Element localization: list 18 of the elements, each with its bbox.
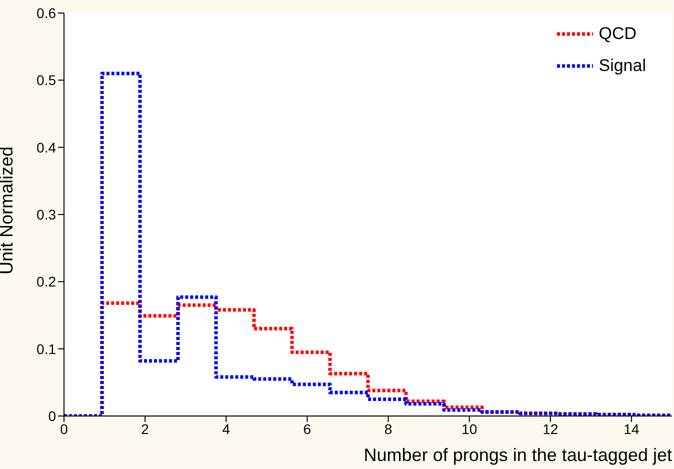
x-tick-label: 10 xyxy=(462,420,478,437)
y-tick-label: 0.4 xyxy=(36,139,56,156)
legend-label: QCD xyxy=(598,24,637,44)
x-tick-label: 2 xyxy=(141,420,150,437)
x-tick-label: 0 xyxy=(60,420,68,437)
y-tick-label: 0.6 xyxy=(36,4,56,21)
x-axis-title: Number of prongs in the tau-tagged jet xyxy=(364,445,672,465)
x-tick-label: 8 xyxy=(384,420,392,437)
y-tick-label: 0.2 xyxy=(36,274,56,290)
y-tick-label: 0.1 xyxy=(36,340,56,357)
legend-label: Signal xyxy=(598,56,646,76)
x-tick-label: 14 xyxy=(624,420,640,437)
y-tick-label: 0.5 xyxy=(36,72,56,88)
y-tick-label: 0 xyxy=(48,408,56,424)
x-tick-label: 4 xyxy=(222,420,230,437)
x-tick-label: 12 xyxy=(542,420,558,437)
x-tick-label: 6 xyxy=(303,420,312,437)
y-tick-label: 0.3 xyxy=(36,206,56,222)
